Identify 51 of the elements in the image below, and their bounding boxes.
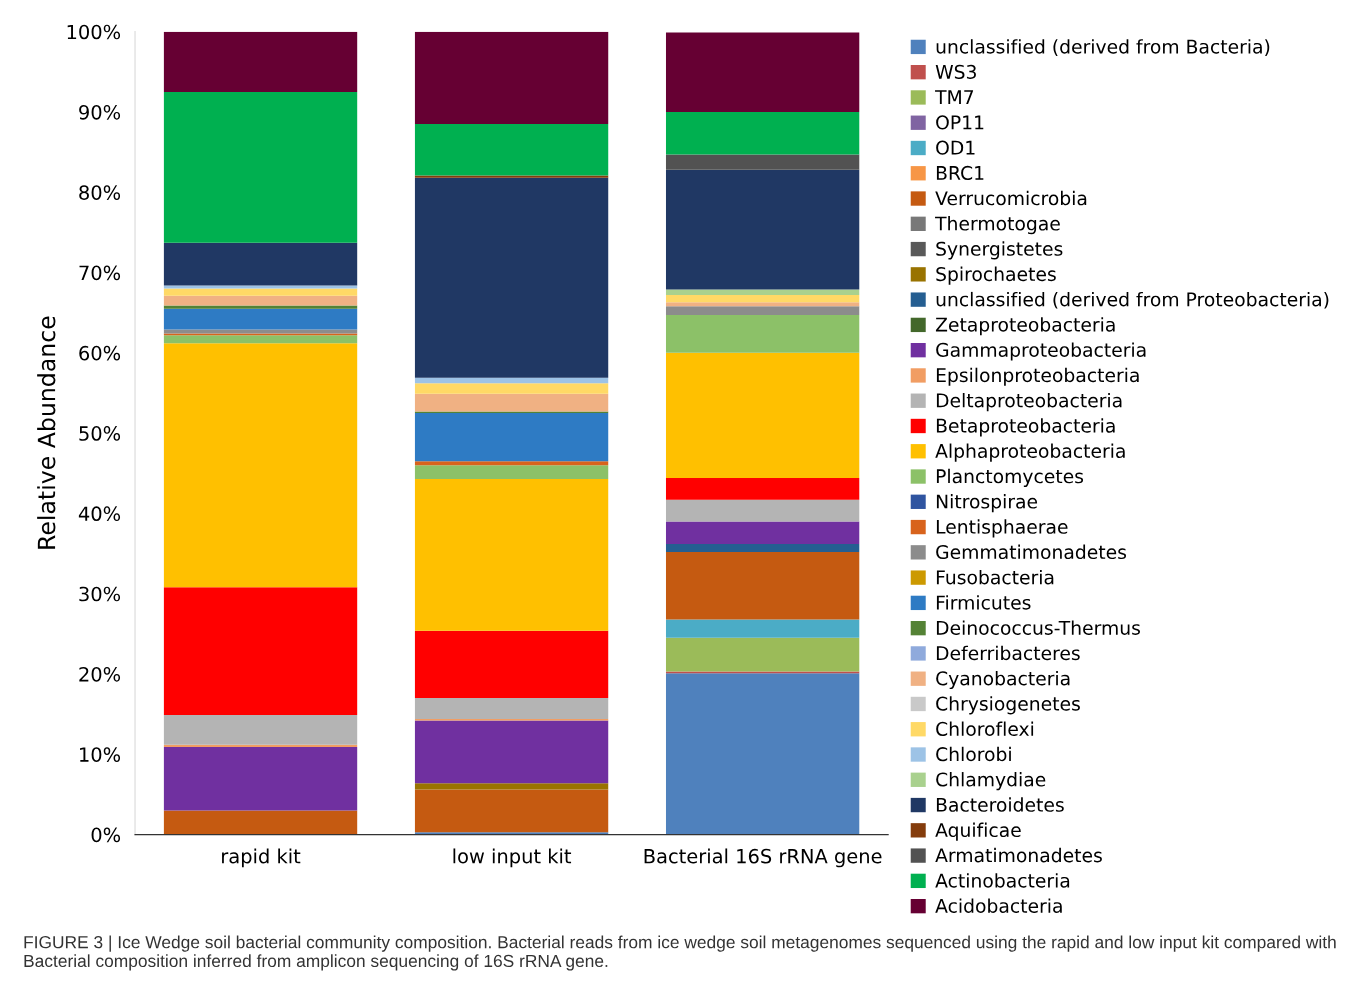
- y-tick-label: 50%: [79, 426, 121, 441]
- legend-label: Chlamydiae: [936, 772, 1046, 791]
- legend-label: Chrysiogenetes: [936, 696, 1080, 715]
- legend-label: Acidobacteria: [935, 898, 1062, 913]
- legend-label: Epsilonproteobacteria: [936, 367, 1139, 386]
- legend-label: unclassified (derived from Proteobacteria): [936, 291, 1329, 309]
- y-tick-label: 40%: [78, 506, 121, 522]
- y-tick-label: 100%: [67, 24, 121, 40]
- legend-label: Deinococcus-Thermus: [936, 620, 1140, 635]
- y-tick-label: 60%: [79, 345, 121, 361]
- legend-label: Gemmatimonadetes: [936, 544, 1127, 560]
- legend-label: Thermotogae: [935, 216, 1060, 235]
- legend-label: Planctomycetes: [936, 468, 1084, 487]
- legend-label: Deferribacteres: [936, 645, 1080, 661]
- legend-label: Lentisphaerae: [936, 519, 1068, 538]
- legend-label: Aquificae: [935, 822, 1021, 841]
- y-tick-label: 90%: [79, 104, 121, 120]
- legend-label: Nitrospirae: [936, 494, 1038, 513]
- legend-label: Firmicutes: [936, 595, 1031, 610]
- x-tick-label: rapid kit: [222, 848, 301, 868]
- legend-label: Cyanobacteria: [936, 670, 1070, 690]
- y-tick-label: 80%: [79, 185, 121, 200]
- caption: FIGURE 3 | Ice Wedge soil bacterial community composition. Bacterial reads from ice wedge soil metagenomes sequenced using the rapid and low input kit compared with Bacterial composition inferred from amplicon sequencing of 16S rRNA gene.: [24, 935, 1336, 971]
- legend-label: Chloroflexi: [936, 721, 1034, 737]
- legend-label: Deltaproteobacteria: [936, 392, 1122, 412]
- legend-label: Zetaproteobacteria: [935, 317, 1115, 336]
- legend-label: unclassified (derived from Bacteria): [936, 39, 1270, 56]
- legend-label: Armatimonadetes: [935, 847, 1102, 863]
- legend-label: Spirochaetes: [936, 266, 1056, 285]
- legend-label: BRC1: [936, 165, 984, 181]
- y-tick-label: 70%: [79, 265, 121, 281]
- legend-label: Bacteroidetes: [936, 797, 1064, 812]
- legend-label: OP11: [936, 115, 984, 130]
- legend-label: TM7: [935, 90, 974, 104]
- legend-label: Actinobacteria: [935, 873, 1070, 888]
- y-axis-title: Relative Abundance: [37, 316, 56, 549]
- legend-label: Betaproteobacteria: [936, 418, 1115, 437]
- legend-label: Verrucomicrobia: [935, 190, 1087, 206]
- y-tick-label: 20%: [79, 666, 121, 682]
- legend-label: Chlorobi: [936, 746, 1011, 762]
- y-tick-label: 10%: [80, 747, 121, 762]
- legend-label: Synergistetes: [936, 241, 1063, 260]
- legend-label: Fusobacteria: [936, 569, 1054, 585]
- x-tick-label: Bacterial 16S rRNA gene: [644, 848, 882, 868]
- legend-label: Alphaproteobacteria: [935, 443, 1125, 462]
- legend-label: OD1: [936, 140, 975, 155]
- y-tick-label: 30%: [79, 586, 121, 602]
- legend-label: Gammaproteobacteria: [936, 342, 1146, 361]
- legend-label: WS3: [935, 64, 976, 79]
- x-tick-label: low input kit: [453, 848, 572, 868]
- y-tick-label: 0%: [91, 827, 121, 843]
